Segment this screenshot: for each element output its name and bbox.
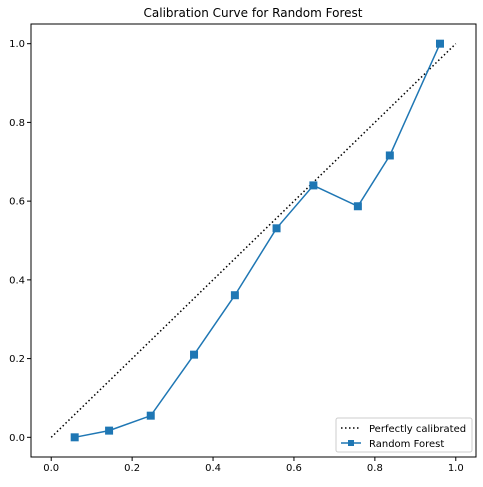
chart-title: Calibration Curve for Random Forest	[144, 6, 363, 20]
data-point-random-forest	[272, 224, 281, 233]
x-tick-label: 0.6	[286, 463, 302, 474]
y-tick-label: 0.4	[9, 275, 25, 286]
data-point-random-forest	[385, 151, 394, 160]
plot-frame	[30, 23, 477, 458]
legend-marker-random-forest	[348, 440, 354, 446]
data-point-random-forest	[435, 39, 444, 48]
legend: Perfectly calibrated Random Forest	[335, 417, 473, 453]
x-tick-label: 0.8	[367, 463, 383, 474]
x-tick-label: 0.2	[124, 463, 140, 474]
x-tick-label: 1.0	[448, 463, 464, 474]
data-point-random-forest	[230, 291, 239, 300]
data-point-random-forest	[146, 411, 155, 420]
legend-box	[335, 417, 473, 453]
data-point-random-forest	[190, 350, 199, 359]
y-tick-label: 0.8	[9, 118, 25, 129]
y-tick-label: 0.2	[9, 354, 25, 365]
data-point-random-forest	[70, 433, 79, 442]
data-point-random-forest	[105, 426, 114, 435]
tick-marks: 0.0 0.2 0.4 0.6 0.8 1.0 0.0 0.2 0.4 0.6 0.8 1.0	[9, 39, 464, 474]
series-line-perfectly-calibrated	[50, 43, 457, 438]
y-tick-label: 0.6	[9, 197, 25, 208]
y-tick-label: 1.0	[9, 39, 25, 50]
axes-frame	[30, 23, 477, 458]
y-tick-label: 0.0	[9, 433, 25, 444]
x-tick-label: 0.4	[205, 463, 221, 474]
data-point-random-forest	[353, 202, 362, 211]
x-tick-label: 0.0	[43, 463, 59, 474]
series-layer	[50, 39, 457, 442]
data-point-random-forest	[309, 181, 318, 190]
legend-label-random-forest: Random Forest	[369, 439, 444, 450]
legend-label-perfectly-calibrated: Perfectly calibrated	[369, 424, 466, 435]
series-line-random-forest	[74, 43, 441, 439]
